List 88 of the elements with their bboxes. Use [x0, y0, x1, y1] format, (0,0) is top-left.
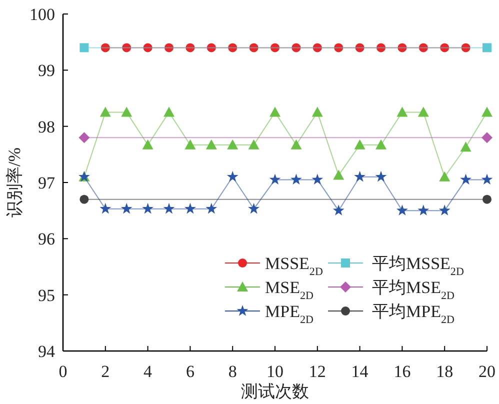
point: [206, 43, 216, 52]
point: [248, 202, 260, 214]
point: [354, 139, 366, 150]
point: [100, 43, 110, 52]
point: [249, 43, 258, 52]
point: [482, 132, 492, 144]
point: [354, 170, 366, 182]
point: [375, 170, 387, 182]
x-tick-label: 18: [436, 362, 454, 381]
legend-label: MSSE$_{2D}$: [265, 254, 323, 278]
point: [440, 43, 450, 52]
legend-label: 平均MSSE$_{2D}$: [372, 254, 464, 278]
y-axis-title: 识别率/%: [5, 148, 24, 218]
point: [460, 174, 472, 185]
x-axis-title: 测试次数: [241, 382, 309, 401]
x-tick-label: 2: [101, 362, 110, 381]
x-tick-label: 0: [58, 362, 68, 381]
point: [100, 106, 111, 117]
point: [312, 106, 323, 117]
point: [333, 170, 344, 180]
point: [164, 106, 174, 117]
point: [80, 43, 89, 52]
point: [163, 202, 175, 214]
y-tick-label: 95: [38, 286, 55, 305]
point: [206, 202, 218, 214]
point: [312, 43, 322, 52]
point: [269, 174, 281, 185]
y-tick-label: 99: [38, 61, 55, 80]
point: [398, 43, 407, 52]
point: [248, 139, 260, 150]
point: [143, 43, 152, 52]
point: [376, 139, 386, 150]
x-tick-label: 20: [478, 362, 496, 381]
point: [227, 139, 238, 150]
point: [80, 194, 89, 204]
x-tick-label: 8: [228, 362, 237, 381]
point: [290, 174, 302, 185]
x-tick-label: 12: [308, 362, 326, 381]
point: [226, 170, 238, 182]
point: [78, 132, 90, 144]
point: [164, 43, 174, 52]
point: [186, 43, 195, 52]
x-tick-label: 14: [351, 362, 369, 381]
point: [439, 171, 450, 182]
x-tick-label: 6: [186, 362, 194, 381]
point: [142, 202, 154, 214]
point: [376, 43, 386, 52]
point: [418, 43, 428, 52]
legend-label: 平均MSE$_{2D}$: [372, 278, 454, 302]
point: [334, 43, 344, 52]
point: [481, 174, 493, 185]
y-tick-label: 96: [38, 230, 55, 249]
point: [290, 139, 302, 150]
legend-label: MPE$_{2D}$: [265, 302, 314, 326]
point: [482, 194, 492, 204]
point: [482, 106, 492, 117]
point: [355, 43, 364, 52]
point: [418, 106, 429, 117]
point: [396, 106, 408, 117]
point: [122, 43, 132, 52]
point: [438, 204, 450, 216]
x-tick-label: 4: [144, 362, 153, 381]
point: [312, 174, 324, 185]
point: [270, 43, 280, 52]
point: [460, 142, 472, 152]
point: [120, 202, 132, 214]
point: [461, 43, 470, 52]
legend-label: 平均MPE$_{2D}$: [372, 302, 454, 326]
point: [332, 204, 344, 216]
point: [396, 204, 408, 216]
point: [142, 139, 154, 150]
point: [418, 204, 430, 216]
y-tick-label: 97: [38, 174, 56, 192]
y-tick-label: 100: [30, 5, 55, 24]
point: [292, 43, 301, 52]
point: [206, 139, 217, 150]
point: [270, 106, 280, 117]
legend-label: MSE$_{2D}$: [265, 278, 314, 302]
point: [184, 139, 196, 150]
y-tick-label: 98: [38, 117, 55, 136]
point: [100, 202, 112, 214]
point: [482, 43, 492, 52]
y-tick-label: 94: [38, 342, 56, 361]
x-tick-label: 16: [394, 362, 411, 381]
point: [184, 202, 196, 214]
point: [228, 43, 238, 52]
point: [121, 106, 132, 117]
x-tick-label: 10: [266, 362, 284, 381]
